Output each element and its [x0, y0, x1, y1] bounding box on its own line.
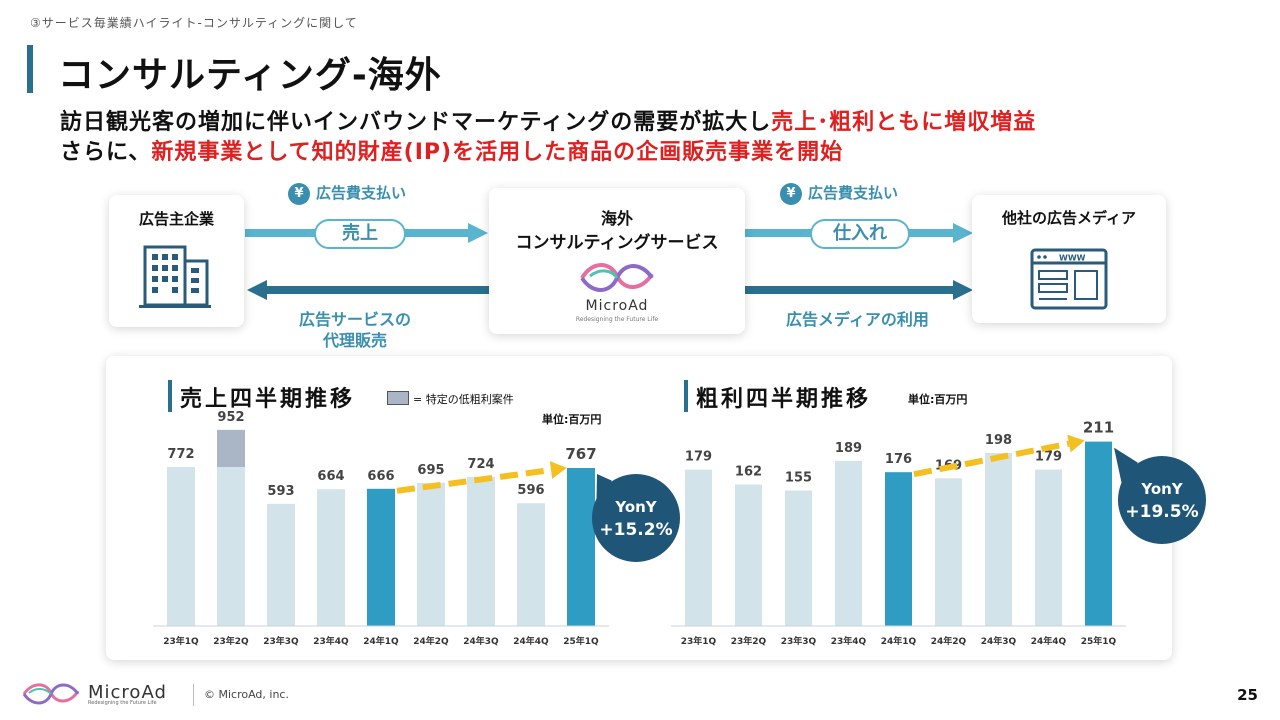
lead-line-2: さらに、新規事業として知的財産(IP)を活用した商品の企画販売事業を開始: [60, 134, 843, 166]
arrow-sales-head: [468, 223, 488, 243]
page-number: 25: [1237, 686, 1258, 704]
title-accent-bar: [27, 45, 33, 93]
ad-fee-left-text: 広告費支払い: [316, 184, 407, 202]
sales-chart-title-bar: [168, 380, 172, 412]
footer-copyright: © MicroAd, inc.: [204, 688, 289, 701]
center-logo-text: MicroAd: [585, 298, 649, 314]
yen-icon: ¥: [780, 182, 802, 205]
agency-sales-label-2: 代理販売: [322, 331, 387, 350]
arrow-media-head: [953, 223, 973, 243]
sales-chart-title: 売上四半期推移: [180, 387, 356, 412]
www-text: WWW: [1059, 254, 1086, 263]
purchase-pill: 仕入れ: [810, 219, 910, 249]
gross-chart-title: 粗利四半期推移: [696, 387, 872, 412]
agency-sales-label-1: 広告サービスの: [298, 310, 411, 329]
center-title-line-2: コンサルティングサービス: [515, 233, 719, 253]
footer-separator: [193, 684, 194, 706]
yen-icon: ¥: [288, 182, 310, 205]
microad-logo-mark: [580, 263, 654, 292]
breadcrumb: ③サービス毎業績ハイライト-コンサルティングに関して: [30, 16, 358, 30]
footer-logo-mark: [22, 683, 80, 705]
ad-fee-label-right: ¥ 広告費支払い: [780, 182, 898, 205]
advertiser-card: 広告主企業: [109, 195, 244, 327]
media-label: 他社の広告メディア: [1002, 209, 1136, 227]
sales-unit: 単位:百万円: [542, 413, 602, 426]
gross-unit: 単位:百万円: [908, 393, 968, 406]
ad-fee-right-text: 広告費支払い: [808, 184, 899, 202]
media-card: 他社の広告メディア WWW: [972, 195, 1166, 323]
page-title: コンサルティング-海外: [58, 55, 442, 96]
legend-special-text: = 特定の低粗利案件: [413, 393, 514, 406]
lead-line-1-highlight: 売上･粗利ともに増収増益: [771, 110, 1037, 135]
browser-icon: WWW: [1030, 248, 1108, 310]
media-use-label: 広告メディアの利用: [786, 310, 929, 329]
center-service-card: 海外 コンサルティングサービス MicroAd Redesigning the …: [489, 188, 745, 334]
lead-line-1-text: 訪日観光客の増加に伴いインバウンドマーケティングの需要が拡大し: [60, 110, 772, 135]
sales-pill: 売上: [314, 219, 406, 249]
lead-line-2-text: さらに、: [60, 140, 152, 165]
building-icon: [139, 245, 211, 308]
lead-line-1: 訪日観光客の増加に伴いインバウンドマーケティングの需要が拡大し売上･粗利ともに増…: [60, 104, 1036, 136]
arrow-advertiser-head: [247, 280, 267, 300]
footer-brand: MicroAd: [88, 682, 167, 703]
footer-tagline: Redesigning the Future Life: [88, 700, 157, 706]
arrow-media-use-head: [953, 280, 973, 300]
gross-chart-title-bar: [684, 380, 688, 412]
center-logo-tagline: Redesigning the Future Life: [575, 316, 659, 323]
ad-fee-label-left: ¥ 広告費支払い: [288, 182, 406, 205]
advertiser-label: 広告主企業: [138, 210, 214, 228]
center-title-line-1: 海外: [600, 209, 633, 228]
lead-line-2-highlight: 新規事業として知的財産(IP)を活用した商品の企画販売事業を開始: [151, 140, 844, 165]
legend-special-swatch: [387, 391, 409, 405]
